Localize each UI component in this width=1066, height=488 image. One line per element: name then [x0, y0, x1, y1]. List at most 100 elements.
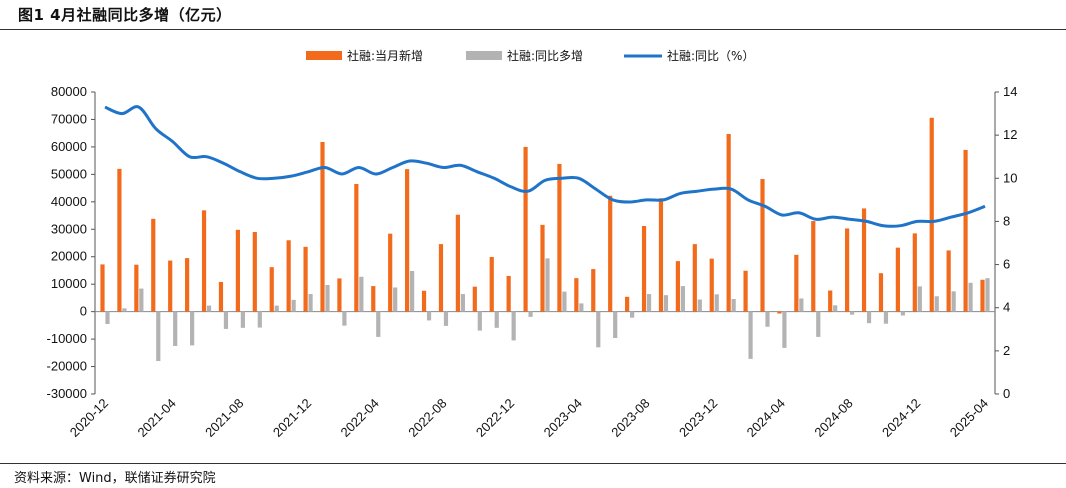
bar-yoy-increase: [477, 311, 482, 331]
bar-new-financing: [963, 149, 968, 312]
x-tick-label: 2025-04: [947, 396, 991, 440]
bar-new-financing: [235, 229, 240, 312]
bar-yoy-increase: [951, 291, 956, 312]
bar-yoy-increase: [782, 311, 787, 348]
bar-new-financing: [980, 279, 985, 312]
x-tick-label: 2022-08: [405, 396, 449, 440]
bar-yoy-increase: [240, 311, 245, 328]
bar-new-financing: [828, 290, 833, 312]
x-tick-label: 2021-04: [134, 396, 178, 440]
bar-new-financing: [540, 224, 545, 312]
bar-new-financing: [320, 141, 325, 312]
bar-yoy-increase: [443, 311, 449, 326]
bar-new-financing: [794, 254, 799, 312]
bar-new-financing: [658, 198, 664, 312]
bar-yoy-increase: [359, 276, 364, 312]
bar-new-financing: [895, 247, 900, 312]
left-tick-label: 0: [80, 304, 87, 319]
bar-yoy-increase: [291, 299, 296, 312]
bar-yoy-increase: [697, 299, 702, 312]
x-tick-label: 2024-04: [744, 396, 788, 440]
bar-new-financing: [337, 278, 342, 312]
right-tick-label: 0: [1003, 386, 1010, 401]
legend-label-yoy: 社融:同比多增: [507, 48, 583, 63]
bar-yoy-increase: [900, 311, 905, 316]
bar-new-financing: [625, 296, 630, 312]
bar-yoy-increase: [731, 299, 736, 312]
bar-yoy-increase: [985, 278, 990, 312]
bar-yoy-increase: [460, 294, 465, 312]
bar-new-financing: [489, 257, 494, 312]
bar-new-financing: [591, 269, 596, 312]
bar-new-financing: [201, 210, 207, 312]
bar-new-financing: [354, 183, 359, 312]
legend-label-new: 社融:当月新增: [347, 48, 423, 63]
bar-yoy-increase: [596, 311, 601, 348]
left-tick-label: -20000: [47, 359, 87, 374]
bar-yoy-increase: [850, 311, 855, 315]
bar-yoy-increase: [410, 271, 415, 312]
bar-yoy-increase: [190, 311, 195, 346]
bar-new-financing: [946, 250, 951, 312]
bar-new-financing: [117, 168, 122, 312]
bar-new-financing: [777, 311, 782, 314]
right-tick-label: 6: [1003, 257, 1010, 272]
bar-new-financing: [878, 273, 884, 312]
bar-yoy-increase: [579, 303, 584, 312]
left-tick-label: 50000: [51, 166, 87, 181]
bar-yoy-increase: [663, 295, 669, 312]
x-tick-label: 2023-08: [608, 396, 652, 440]
bar-yoy-increase: [765, 311, 770, 327]
bar-new-financing: [269, 267, 274, 312]
right-tick-label: 4: [1003, 300, 1010, 315]
bar-yoy-increase: [934, 296, 939, 312]
bar-yoy-increase: [562, 291, 567, 312]
right-tick-label: 12: [1003, 127, 1017, 142]
bars: [100, 117, 990, 362]
bar-new-financing: [151, 218, 156, 312]
line-series: [104, 105, 986, 228]
bar-yoy-increase: [308, 294, 313, 312]
source-note: 资料来源：Wind，联储证券研究院: [14, 471, 216, 486]
legend-label-line: 社融:同比（%）: [667, 48, 754, 63]
top-rule: [0, 29, 1066, 30]
bar-yoy-increase: [274, 305, 279, 312]
bar-yoy-increase: [630, 311, 635, 318]
bar-yoy-increase: [257, 311, 262, 328]
bar-yoy-increase: [426, 311, 432, 321]
axes: -30000 -20000 -10000 0 10000 20000 30000 40000 5…: [47, 84, 1018, 440]
bar-new-financing: [286, 240, 291, 312]
bar-yoy-increase: [494, 311, 499, 328]
bar-yoy-increase: [105, 311, 110, 324]
right-tick-label: 10: [1003, 170, 1017, 185]
bar-new-financing: [709, 258, 714, 312]
left-tick-label: 70000: [51, 111, 87, 126]
bar-new-financing: [845, 228, 850, 312]
right-tick-label: 8: [1003, 213, 1010, 228]
bar-new-financing: [405, 169, 410, 312]
legend-swatch-new: [306, 51, 342, 60]
bar-new-financing: [421, 290, 427, 312]
figure-title: 图1 4月社融同比多增（亿元）: [18, 6, 232, 24]
left-tick-label: -10000: [47, 331, 87, 346]
bar-new-financing: [608, 195, 613, 312]
right-tick-label: 2: [1003, 343, 1010, 358]
bar-yoy-increase: [917, 286, 922, 312]
bar-yoy-increase: [833, 305, 838, 312]
bar-new-financing: [134, 264, 139, 312]
bar-new-financing: [388, 233, 393, 312]
bar-yoy-increase: [816, 311, 821, 337]
bar-yoy-increase: [545, 258, 550, 312]
bottom-rule: [0, 463, 1066, 464]
bar-yoy-increase: [393, 287, 398, 312]
bar-new-financing: [371, 286, 376, 312]
bar-new-financing: [185, 258, 190, 312]
bar-new-financing: [574, 278, 579, 312]
bar-new-financing: [472, 286, 477, 312]
bar-new-financing: [861, 208, 867, 312]
x-tick-label: 2024-12: [879, 396, 923, 440]
x-tick-label: 2020-12: [67, 396, 111, 440]
left-tick-label: 20000: [51, 249, 87, 264]
bar-yoy-increase: [223, 311, 229, 329]
